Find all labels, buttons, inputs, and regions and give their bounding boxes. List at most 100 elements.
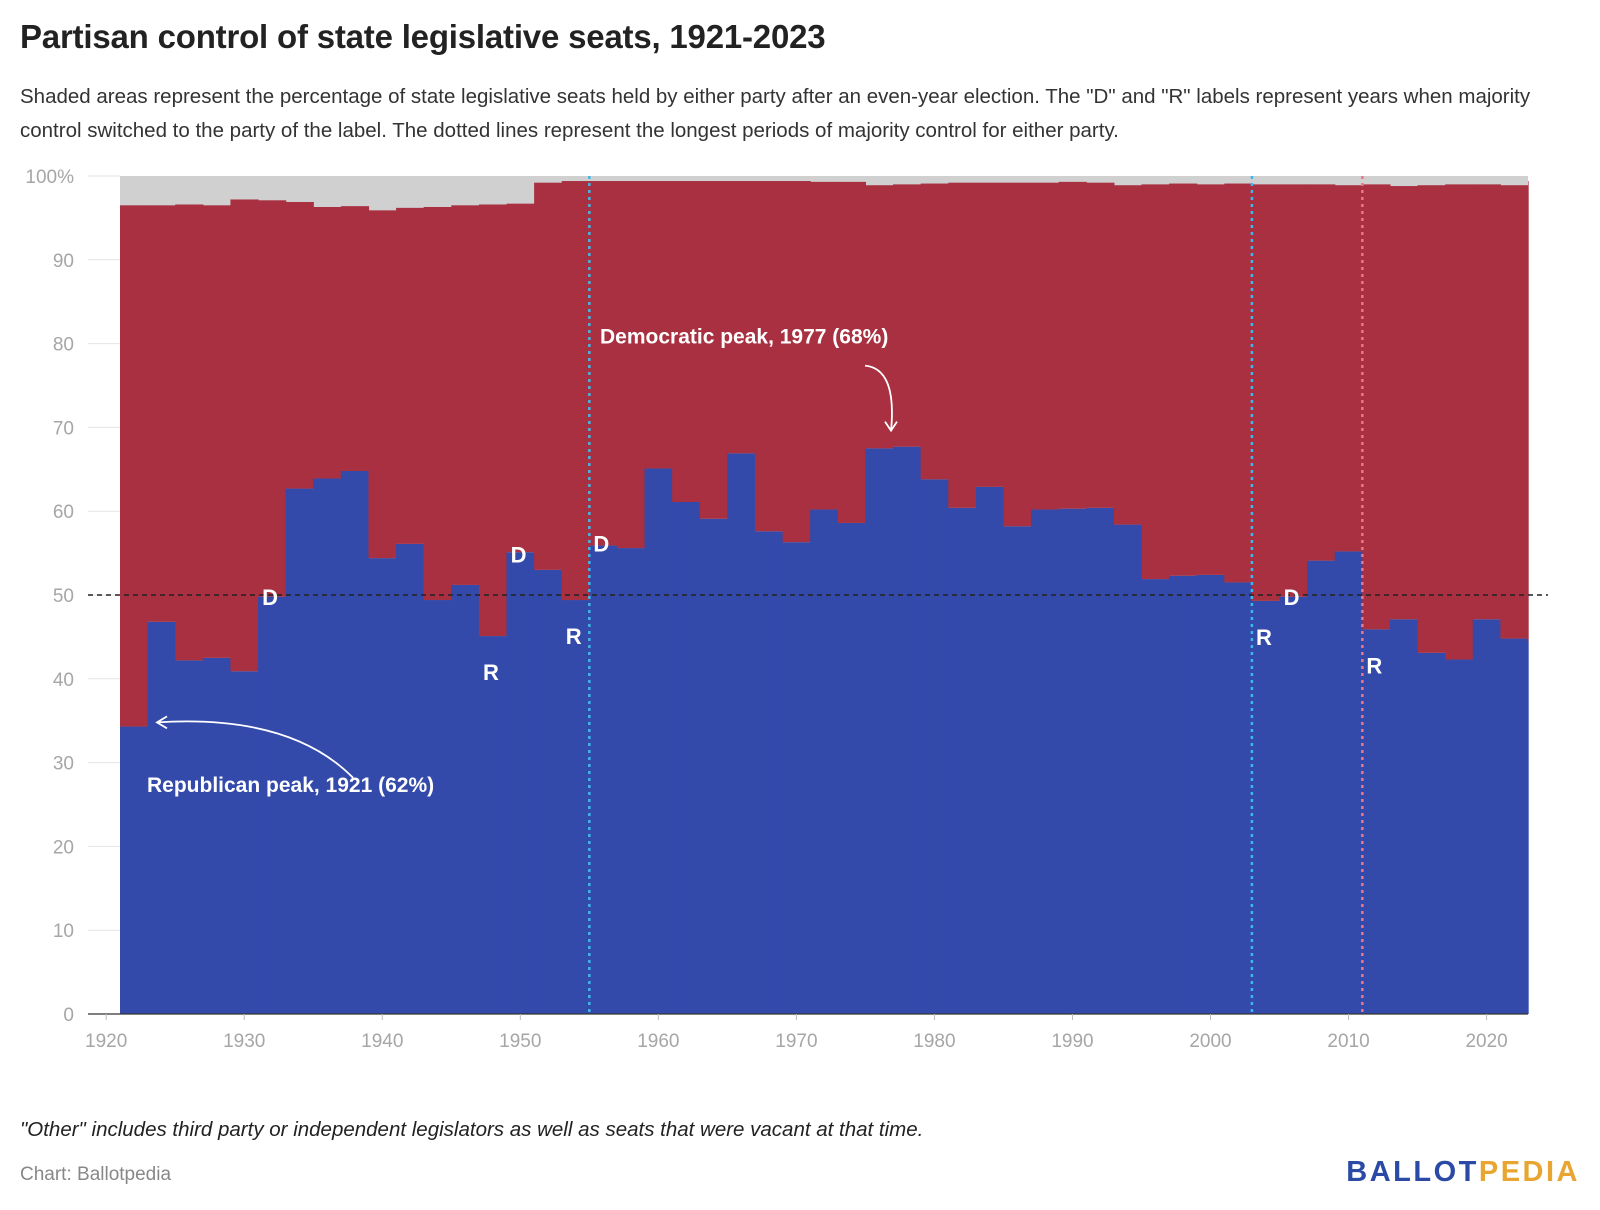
- switch-label-R-2003: R: [1256, 625, 1272, 650]
- y-tick-label-0: 0: [63, 1005, 74, 1026]
- rep-bar-2009: [1334, 185, 1363, 552]
- rep-bar-1977: [893, 184, 922, 447]
- chart-subtitle: Shaded areas represent the percentage of…: [20, 85, 1531, 142]
- dem-bar-1923: [147, 621, 176, 1014]
- rep-bar-1927: [202, 205, 232, 658]
- dem-bar-1931: [258, 596, 287, 1014]
- rep-bar-1931: [258, 200, 287, 597]
- dem-bar-1925: [175, 660, 204, 1014]
- dem-bar-1999: [1196, 574, 1225, 1014]
- x-axis: 1920 1930 1940 1950 1960 1970 1980 1990 2000 2010…: [85, 1014, 1508, 1052]
- rep-bar-1923: [147, 205, 176, 622]
- rep-bar-1947: [478, 204, 508, 637]
- rep-bar-2017: [1445, 184, 1474, 660]
- dem-bar-1977: [893, 446, 922, 1014]
- dem-bar-1989: [1058, 508, 1087, 1014]
- rep-bar-1995: [1141, 184, 1170, 580]
- chart-source: Chart: Ballotpedia: [20, 1164, 172, 1185]
- rep-bar-1933: [285, 201, 314, 489]
- democratic-peak-arrow: [864, 364, 893, 431]
- rep-bar-2007: [1307, 184, 1336, 561]
- logo-pedia: PEDIA: [1478, 1156, 1580, 1188]
- dem-bar-1993: [1113, 524, 1143, 1014]
- rep-bar-1957: [616, 181, 646, 549]
- dem-bar-1979: [920, 479, 949, 1015]
- dem-bar-1973: [837, 522, 867, 1014]
- rep-bar-2023: [1528, 181, 1529, 642]
- switch-label-R-2011: R: [1366, 653, 1382, 678]
- rep-bar-1987: [1031, 182, 1060, 510]
- rep-bar-1983: [975, 182, 1005, 487]
- rep-bar-2013: [1389, 186, 1419, 620]
- rep-bar-1955: [589, 181, 618, 546]
- rep-bar-1975: [865, 185, 894, 449]
- chart-areas: [120, 176, 1529, 1015]
- dem-bar-2005: [1279, 596, 1308, 1014]
- ballotpedia-logo: BALLOTPEDIA: [1346, 1156, 1580, 1189]
- rep-bar-1951: [534, 182, 563, 570]
- rep-bar-1935: [313, 207, 342, 479]
- rep-bar-1963: [699, 181, 728, 519]
- x-tick-label-2010: 2010: [1327, 1031, 1369, 1052]
- dem-bar-1949: [506, 552, 535, 1014]
- democratic-peak-annotation: Democratic peak, 1977 (68%): [600, 326, 888, 349]
- democratic-peak-arrowhead: [884, 421, 898, 433]
- dem-bar-1927: [202, 657, 232, 1014]
- dem-bar-2019: [1472, 619, 1501, 1014]
- rep-bar-2019: [1472, 184, 1501, 620]
- dem-bar-2013: [1389, 619, 1419, 1014]
- switch-label-D-1955: D: [593, 532, 609, 557]
- rep-bar-2001: [1224, 183, 1253, 583]
- dem-bar-2017: [1445, 659, 1474, 1014]
- dem-bar-1921: [120, 726, 149, 1014]
- x-tick-label-1920: 1920: [85, 1031, 127, 1052]
- rep-bar-1971: [810, 181, 839, 510]
- dem-bar-1939: [368, 558, 397, 1014]
- dem-bar-1929: [230, 671, 259, 1014]
- chart-svg: 0 10 20 30 40 50 60 70 80 90 100% 1920 1930 1940 1950…: [25, 167, 1548, 1052]
- y-tick-label-50: 50: [53, 586, 74, 607]
- y-tick-label-80: 80: [53, 335, 74, 356]
- rep-bar-1993: [1113, 185, 1143, 525]
- dem-bar-1951: [534, 569, 563, 1014]
- dem-bar-1959: [644, 468, 673, 1014]
- dem-bar-1991: [1086, 507, 1115, 1014]
- reference-lines: [88, 176, 1548, 1015]
- rep-bar-1967: [754, 181, 784, 532]
- switch-label-D-1931: D: [262, 585, 278, 610]
- y-tick-label-60: 60: [53, 502, 74, 523]
- logo-ballot: BALLOT: [1346, 1156, 1479, 1188]
- dem-bar-1985: [1003, 526, 1032, 1014]
- x-tick-label-1970: 1970: [775, 1031, 817, 1052]
- rep-bar-1981: [948, 182, 977, 508]
- y-tick-label-40: 40: [53, 670, 74, 691]
- switch-label-D-2005: D: [1284, 585, 1300, 610]
- dem-bar-2023: [1528, 641, 1529, 1014]
- dem-bar-2009: [1334, 551, 1363, 1014]
- dem-bar-1971: [810, 509, 839, 1014]
- rep-bar-1985: [1003, 182, 1032, 527]
- rep-bar-1937: [340, 206, 370, 471]
- republican-peak-arrowhead: [155, 715, 168, 730]
- switch-label-R-1947: R: [483, 660, 499, 685]
- footnote: "Other" includes third party or independ…: [20, 1118, 924, 1141]
- chart-title: Partisan control of state legislative se…: [20, 18, 826, 55]
- rep-bar-2015: [1417, 185, 1446, 653]
- dem-bar-1983: [975, 486, 1005, 1014]
- switch-label-R-1953: R: [566, 624, 582, 649]
- rep-bar-1997: [1169, 183, 1198, 576]
- rep-bar-1959: [644, 181, 673, 469]
- rep-bar-1989: [1058, 181, 1087, 509]
- y-tick-label-100: 100%: [25, 167, 74, 188]
- y-axis: 0 10 20 30 40 50 60 70 80 90 100%: [25, 167, 74, 1026]
- dem-bar-1975: [865, 448, 894, 1015]
- dem-bar-1935: [313, 478, 342, 1014]
- y-tick-label-10: 10: [53, 921, 74, 942]
- rep-bar-1969: [782, 181, 811, 543]
- dem-bar-2021: [1500, 638, 1529, 1014]
- rep-bar-1945: [451, 205, 480, 585]
- rep-bar-1925: [175, 204, 204, 661]
- dem-bar-1933: [285, 488, 314, 1015]
- x-tick-label-1980: 1980: [913, 1031, 955, 1052]
- dem-bar-1995: [1141, 579, 1170, 1014]
